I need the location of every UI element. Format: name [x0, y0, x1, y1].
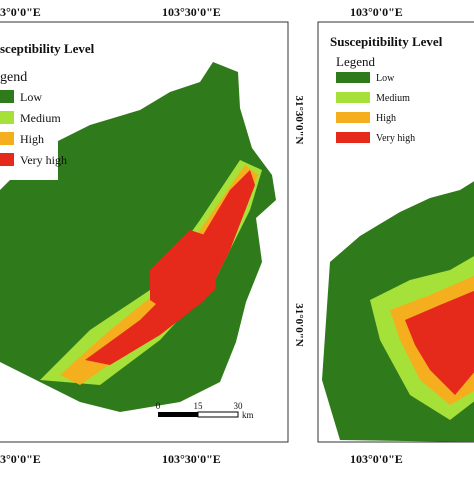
right-region [322, 181, 474, 442]
top-coord: 103°30'0"E [162, 5, 221, 19]
legend-label: Very high [20, 153, 67, 167]
top-coord: 103°0'0"E [350, 5, 403, 19]
scale-bar: 0 15 30 km [156, 401, 254, 420]
title: Suscepitibility Level [330, 34, 443, 49]
legend-label: Low [376, 73, 395, 84]
title: sceptibility Level [0, 41, 95, 56]
legend-swatch [0, 90, 14, 103]
bottom-coord: 3°0'0"E [0, 452, 41, 466]
legend-label: High [376, 113, 396, 124]
side-coord: 31°0'0"N [293, 303, 305, 347]
legend-swatch [0, 132, 14, 145]
legend-label: Medium [20, 111, 61, 125]
legend-title: gend [0, 70, 27, 85]
legend-swatch [336, 132, 370, 143]
left-region [0, 62, 276, 412]
side-coord: 31°30'0"N [293, 95, 305, 144]
legend-label: Very high [376, 133, 415, 144]
bottom-coord: 103°30'0"E [162, 452, 221, 466]
legend-swatch [336, 72, 370, 83]
bottom-coord: 103°0'0"E [350, 452, 403, 466]
scale-label: km [242, 410, 254, 420]
scale-label: 15 [194, 401, 204, 411]
legend-label: High [20, 132, 44, 146]
legend-label: Medium [376, 93, 410, 104]
legend-swatch [336, 112, 370, 123]
scale-label: 0 [156, 401, 161, 411]
legend-swatch [0, 153, 14, 166]
legend-title: Legend [336, 54, 375, 69]
legend-swatch [0, 111, 14, 124]
top-coord: 3°0'0"E [0, 5, 41, 19]
legend-swatch [336, 92, 370, 103]
legend-label: Low [20, 90, 42, 104]
scale-label: 30 [234, 401, 244, 411]
